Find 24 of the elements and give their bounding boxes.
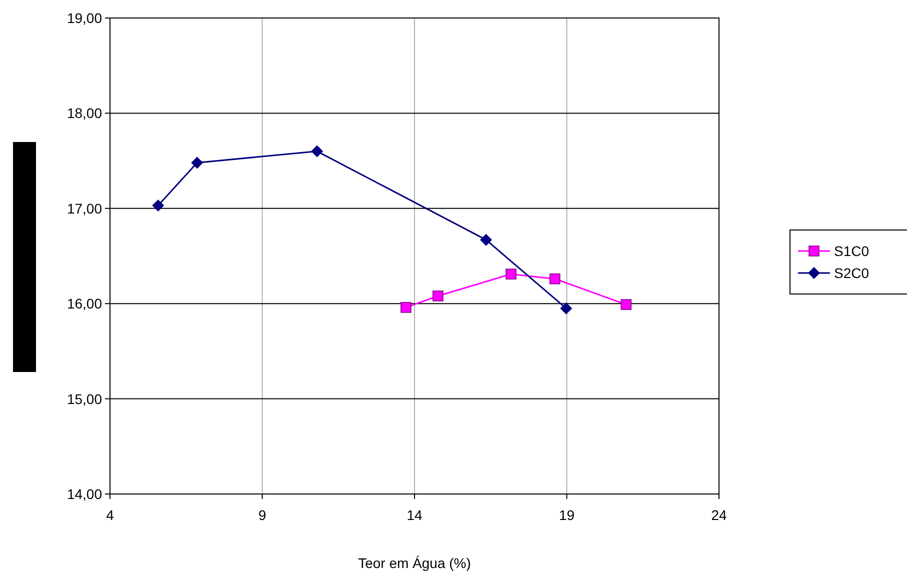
x-tick-label: 24 — [711, 507, 727, 523]
y-tick-label: 16,00 — [66, 296, 102, 312]
point — [506, 268, 516, 280]
point — [400, 302, 412, 313]
y-tick-label: 17,00 — [66, 200, 102, 216]
point — [560, 302, 572, 314]
y-tick-label: 19,00 — [66, 10, 102, 26]
y-tick-label: 14,00 — [66, 486, 102, 502]
x-tick-label: 4 — [106, 507, 114, 523]
y-tick-label: 15,00 — [66, 390, 102, 407]
point — [549, 273, 560, 284]
point — [432, 290, 444, 302]
point — [191, 156, 204, 169]
point — [480, 234, 492, 246]
y-tick-label: 18,00 — [66, 105, 102, 122]
x-axis-title: Teor em Água (%) — [358, 555, 471, 571]
x-tick-label: 9 — [258, 507, 266, 523]
legend-label: S1C0 — [834, 243, 870, 259]
legend-label: S2C0 — [834, 265, 870, 281]
point — [152, 200, 164, 212]
point — [620, 299, 632, 310]
x-tick-label: 19 — [558, 507, 575, 523]
point — [311, 145, 324, 158]
x-tick-label: 14 — [406, 507, 422, 523]
